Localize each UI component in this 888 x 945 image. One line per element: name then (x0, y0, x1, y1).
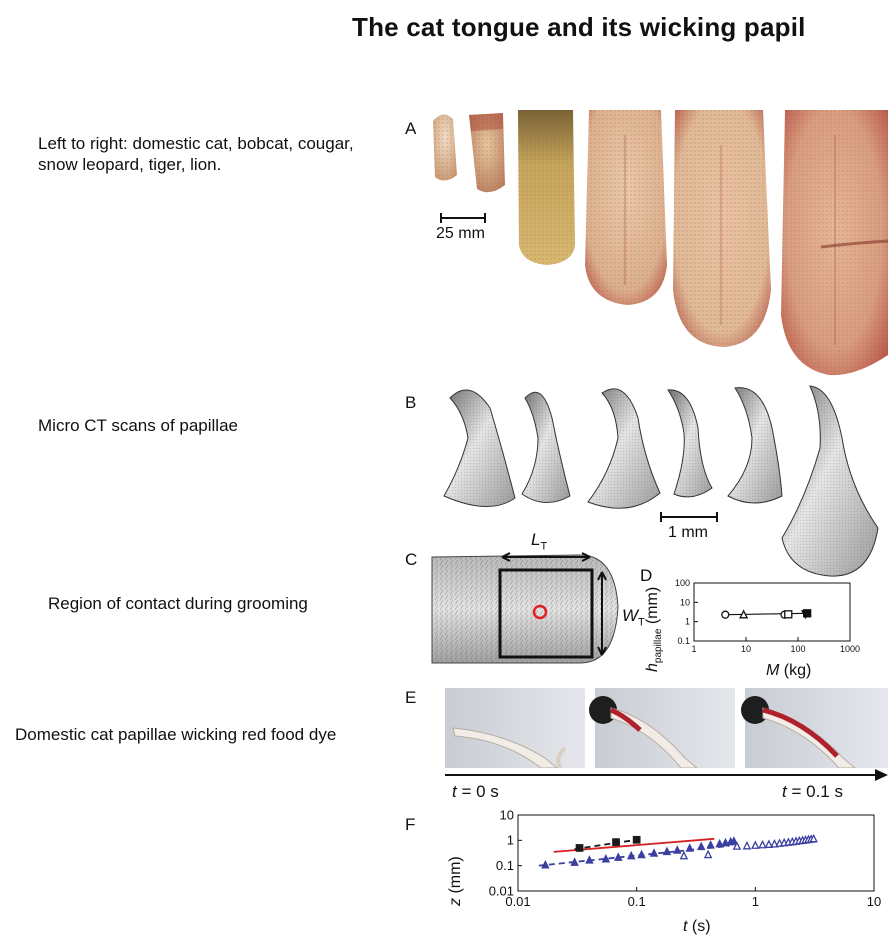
chart-d-ytick-label: 0.1 (677, 636, 690, 646)
wicking-frame-2 (741, 688, 888, 768)
tongue-tiger (673, 110, 771, 347)
time-arrow (445, 769, 888, 781)
chart-f-frame (517, 814, 875, 892)
chart-f-xtick-label: 1 (752, 894, 759, 909)
chart-d-frame (693, 582, 851, 642)
chart-f-point (751, 840, 760, 849)
chart-d-fit-line (725, 612, 808, 616)
slide-title: The cat tongue and its wicking papil (352, 12, 806, 42)
panel-letter-a: A (405, 119, 417, 138)
chart-f-ytick-label: 0.01 (489, 883, 514, 898)
chart-d-xtick-label: 10 (741, 644, 751, 654)
chart-f-point (570, 857, 579, 866)
chart-d-xtick-label: 100 (790, 644, 805, 654)
papilla-snow-leopard (667, 389, 713, 498)
time-label-end: t = 0.1 s (782, 782, 843, 801)
tongue-snow-leopard (585, 110, 667, 305)
chart-d-point (803, 609, 812, 618)
tongue-cougar (518, 110, 575, 265)
chart-f-point (601, 853, 611, 863)
chart-f-point (764, 839, 774, 848)
time-label-start: t = 0 s (452, 782, 499, 801)
chart-f-point (637, 849, 646, 859)
caption-panel-c: Region of contact during grooming (48, 594, 308, 613)
caption-panel-e: Domestic cat papillae wicking red food d… (15, 725, 337, 744)
panel-letter-b: B (405, 393, 417, 412)
panel-letter-d: D (640, 566, 653, 585)
scale-label-25mm: 25 mm (436, 225, 485, 242)
chart-f-xtick-label: 0.1 (628, 894, 646, 909)
papilla-domestic-cat (443, 389, 516, 507)
chart-f-point (732, 841, 742, 850)
caption-panel-b: Micro CT scans of papillae (38, 416, 238, 435)
panel-letter-e: E (405, 688, 417, 707)
chart-f-point (703, 849, 713, 859)
chart-d-point (784, 610, 793, 619)
wicking-frame-0 (445, 688, 585, 768)
chart-d-ytick-label: 10 (680, 597, 690, 607)
chart-f-point (679, 850, 689, 860)
chart-f-xtick-label: 10 (867, 894, 881, 909)
chart-f-point (575, 844, 584, 852)
chart-f-point (632, 835, 641, 844)
chart-f-point (673, 845, 682, 854)
chart-f-point (742, 840, 752, 850)
chart-f-point (612, 838, 620, 846)
chart-f-ytick-label: 1 (507, 833, 514, 848)
chart-f-point (541, 859, 550, 869)
panel-letter-c: C (405, 550, 418, 569)
chart-f-xtick-label: 0.01 (505, 894, 530, 909)
chart-f-fit-line (538, 845, 730, 867)
chart-d-ytick-label: 1 (685, 617, 690, 627)
chart-d-xtick-label: 1000 (840, 644, 860, 654)
chart-f-point (770, 838, 779, 848)
chart-f-xlabel: t (s) (683, 918, 711, 935)
chart-f-point (809, 833, 818, 843)
red-circle-marker (532, 604, 548, 620)
wicking-photos (445, 688, 888, 768)
chart-f-point (626, 850, 636, 860)
chart-f-point (662, 846, 672, 856)
papillae-ct-scans (443, 385, 879, 577)
chart-d-xtick-label: 1 (691, 644, 696, 654)
chart-f-point (696, 841, 706, 851)
width-label: WT (622, 606, 645, 629)
wicking-frame-1 (589, 688, 735, 768)
chart-d-point (739, 609, 749, 619)
chart-f-point (706, 840, 715, 849)
panel-letter-f: F (405, 815, 416, 834)
chart-f-fit-line (574, 838, 637, 851)
scale-label-1mm: 1 mm (668, 524, 708, 541)
papilla-cougar (587, 388, 661, 509)
tongue-domestic-cat (433, 114, 457, 181)
chart-f-point (758, 839, 767, 849)
tongue-contact-diagram (431, 552, 619, 664)
chart-f-point (729, 836, 739, 845)
chart-d-xlabel: M (kg) (766, 662, 812, 679)
chart-f-point (614, 852, 623, 861)
chart-f-ytick-label: 0.1 (496, 858, 514, 873)
chart-d-ytick-label: 100 (675, 578, 690, 588)
tongue-photos (433, 110, 888, 376)
contact-region-box (498, 568, 594, 659)
caption-panel-a: Left to right: domestic cat, bobcat, cou… (38, 134, 354, 174)
chart-f-point (721, 837, 730, 847)
chart-d-point (721, 610, 730, 619)
chart-f-point (685, 843, 694, 852)
papilla-bobcat (521, 391, 571, 503)
papilla-tiger (727, 387, 783, 504)
chart-f-ytick-label: 10 (500, 807, 514, 822)
tongue-bobcat (469, 113, 505, 193)
chart-f-wicking-height: 0.01 0.1 1 10 0.01 0.1 1 10 (489, 807, 882, 909)
chart-f-ylabel: z (mm) (447, 856, 464, 906)
tongue-lion (781, 110, 888, 376)
length-label: LT (531, 530, 548, 553)
chart-f-point (649, 848, 659, 857)
chart-f-point (715, 838, 724, 848)
chart-d-ylabel: hpapillae (mm) (644, 586, 665, 672)
chart-f-point (585, 855, 594, 864)
papilla-lion (781, 385, 879, 577)
